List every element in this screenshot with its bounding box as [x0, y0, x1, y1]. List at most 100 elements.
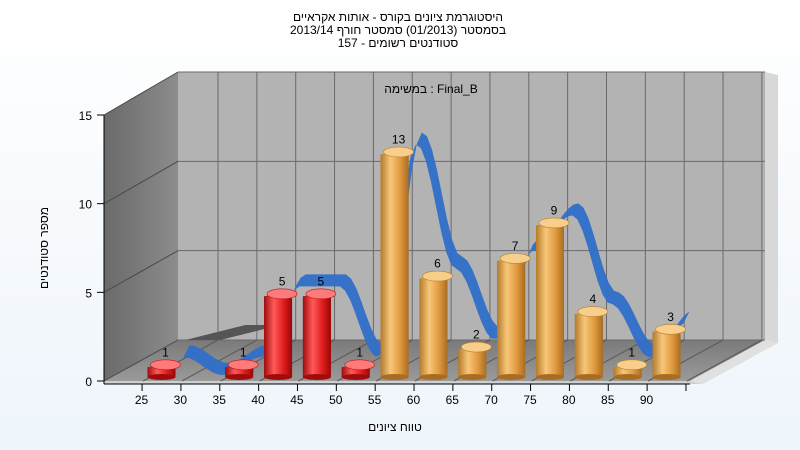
x-tick-label-75: 75 [523, 393, 537, 407]
bar-40 [264, 288, 298, 380]
data-label-60: 6 [434, 257, 441, 271]
bar-body-55 [380, 154, 409, 377]
bar-base-25 [147, 374, 176, 380]
x-tick-label-30: 30 [174, 393, 188, 407]
data-label-50: 1 [356, 345, 363, 359]
y-tick-label-1: 5 [85, 286, 92, 300]
grid-line-x-floor-14 [686, 339, 763, 382]
data-label-65: 2 [473, 328, 480, 342]
bar-top-40 [266, 288, 298, 300]
x-tick-label-55: 55 [368, 393, 382, 407]
x-tick-label-65: 65 [446, 393, 460, 407]
chart-title-line-1: היסטוגרמת ציונים בקורס - אותות אקראיים [293, 10, 503, 24]
bar-base-70 [497, 374, 526, 380]
y-tick-label-0: 0 [85, 375, 92, 389]
bar-body-90 [652, 331, 681, 377]
data-label-80: 4 [590, 292, 597, 306]
x-tick-label-60: 60 [407, 393, 421, 407]
bar-70 [497, 253, 531, 380]
bar-80 [574, 306, 609, 380]
data-label-40: 5 [279, 274, 286, 288]
chart-subtitle: Final_B : במשימה [384, 82, 477, 96]
bar-base-55 [380, 374, 409, 380]
bar-35 [225, 359, 259, 380]
y-tick-label-2: 10 [79, 198, 93, 212]
chart-right-edge [765, 72, 778, 343]
bar-base-50 [341, 374, 370, 380]
bar-75 [536, 217, 570, 380]
bars [147, 146, 686, 380]
bar-base-80 [574, 374, 603, 380]
x-tick-label-85: 85 [601, 393, 615, 407]
bar-55 [380, 146, 414, 380]
floor-marks [185, 325, 281, 340]
x-tick-label-40: 40 [251, 393, 265, 407]
grid-line-y-left-1 [103, 250, 179, 293]
chart-title-line-3: סטודנטים רשומים - 157 [338, 36, 459, 50]
bar-25 [147, 359, 181, 380]
bar-body-80 [574, 314, 603, 377]
bar-top-75 [538, 217, 570, 229]
x-tick-label-35: 35 [213, 393, 227, 407]
x-tick-label-50: 50 [329, 393, 343, 407]
bar-body-25 [147, 367, 176, 377]
bar-top-85 [616, 359, 648, 371]
x-tick-label-90: 90 [640, 393, 654, 407]
data-label-45: 5 [318, 274, 325, 288]
bar-top-25 [150, 359, 181, 371]
bar-top-55 [383, 146, 414, 158]
bar-body-50 [341, 367, 370, 377]
bar-base-35 [225, 374, 254, 380]
bar-body-45 [302, 296, 331, 377]
bar-top-45 [305, 288, 337, 300]
bar-90 [652, 323, 686, 380]
chart-back-wall [178, 72, 765, 340]
bar-body-60 [419, 278, 448, 377]
x-tick-label-25: 25 [135, 393, 149, 407]
chart-floor-side-edge [690, 340, 778, 384]
chart-title-line-2: בסמסטר (01/2013) סמסטר חורף 2013/14 [290, 23, 506, 37]
bar-base-90 [652, 374, 681, 380]
bar-top-90 [655, 323, 686, 335]
bar-body-70 [497, 260, 526, 377]
bar-top-50 [344, 359, 376, 371]
data-label-35: 1 [240, 345, 247, 359]
data-label-55: 13 [392, 132, 406, 146]
y-axis-title: מספר סטודנטים [37, 207, 51, 289]
x-axis-title: טווח ציונים [368, 420, 422, 434]
bar-body-85 [613, 367, 642, 377]
bar-50 [341, 359, 376, 380]
grid-line-x-floor-1 [181, 339, 258, 382]
x-tick-label-45: 45 [290, 393, 304, 407]
bar-top-65 [460, 341, 492, 353]
bar-60 [419, 270, 453, 380]
chart-left-wall [104, 72, 178, 381]
bar-45 [302, 288, 337, 380]
chart-floor-front-edge [104, 381, 703, 384]
normal-curve [183, 132, 690, 375]
bar-base-60 [419, 374, 448, 380]
bar-base-45 [302, 374, 331, 380]
grid-line-y-left-3 [103, 71, 179, 116]
bar-base-65 [458, 374, 487, 380]
bar-body-65 [458, 349, 487, 377]
bar-base-75 [536, 374, 564, 380]
data-label-25: 1 [162, 345, 169, 359]
bar-85 [613, 359, 648, 380]
bar-top-80 [577, 306, 609, 317]
data-label-75: 9 [551, 203, 558, 217]
bar-65 [458, 341, 492, 380]
fitted-curve-ribbon [183, 132, 690, 375]
y-ticks: 0 5 10 15 [79, 109, 104, 389]
data-label-70: 7 [512, 239, 519, 253]
grid-line-y-left-2 [103, 160, 179, 205]
bar-base-85 [613, 374, 642, 380]
bar-base-40 [264, 374, 293, 380]
x-tick-label-80: 80 [562, 393, 576, 407]
bar-top-70 [499, 253, 531, 264]
grid-line-y-left-0 [103, 339, 179, 382]
bar-body-35 [225, 367, 254, 377]
